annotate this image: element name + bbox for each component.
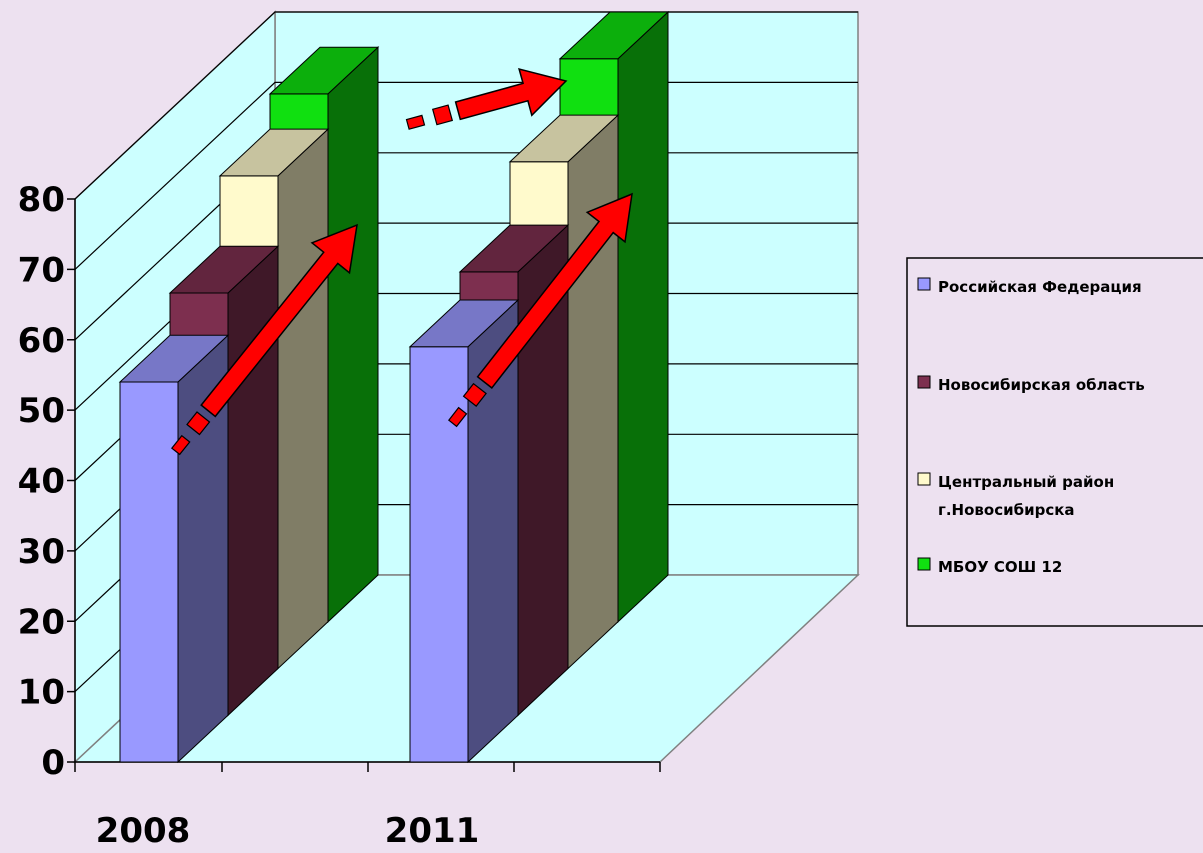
arrow-body [200, 223, 358, 418]
arrow-dash [431, 104, 454, 126]
x-category-label: 2008 [96, 811, 191, 851]
legend-item: Новосибирская область [917, 375, 1145, 394]
bar-side [567, 113, 619, 670]
bar-side [327, 46, 379, 623]
legend-swatch [917, 375, 931, 389]
y-tick-label: 20 [18, 602, 65, 642]
y-tick-label: 10 [18, 673, 65, 713]
y-tick-label: 70 [18, 250, 65, 290]
red-arrow [405, 67, 568, 130]
legend-box [906, 257, 1203, 627]
y-tick-label: 80 [18, 180, 65, 220]
y-tick-label: 30 [18, 532, 65, 572]
bar-top [508, 114, 620, 163]
bar-top [268, 46, 380, 95]
arrow-dash [462, 382, 487, 407]
bar-top [118, 334, 230, 383]
red-arrow [447, 192, 633, 428]
bar-top [408, 299, 520, 348]
bar-side [617, 10, 669, 623]
y-tick-label: 60 [18, 321, 65, 361]
bar-top [168, 245, 280, 294]
arrow-dash [170, 434, 191, 456]
bar-side [277, 127, 329, 670]
arrow-body [454, 67, 568, 121]
arrow-body [476, 192, 633, 389]
bar-top [558, 11, 670, 60]
red-arrow [170, 223, 358, 456]
legend-swatch [917, 557, 931, 571]
arrow-dash [447, 406, 468, 428]
y-tick-label: 50 [18, 391, 65, 431]
y-tick-label: 40 [18, 462, 65, 502]
arrow-dash [405, 114, 426, 130]
legend-item: Российская Федерация [917, 277, 1142, 296]
bar-front [119, 381, 179, 763]
legend-item: Центральный район г.Новосибирска [917, 472, 1114, 519]
bar-top [218, 128, 330, 177]
legend-swatch [917, 472, 931, 486]
legend: Российская Федерация Новосибирская област… [906, 257, 1203, 627]
bar-side [227, 245, 279, 717]
bar-top [458, 224, 570, 273]
legend-swatch [917, 277, 931, 291]
arrow-dash [186, 411, 211, 436]
legend-label: Новосибирская область [938, 376, 1145, 394]
legend-label: Российская Федерация [938, 278, 1142, 296]
legend-item: МБОУ СОШ 12 [917, 557, 1062, 576]
legend-label: МБОУ СОШ 12 [938, 558, 1062, 576]
x-category-label: 2011 [385, 811, 480, 851]
y-tick-label: 0 [41, 743, 65, 783]
legend-label: Центральный район [938, 473, 1114, 491]
legend-label: г.Новосибирска [938, 501, 1075, 519]
